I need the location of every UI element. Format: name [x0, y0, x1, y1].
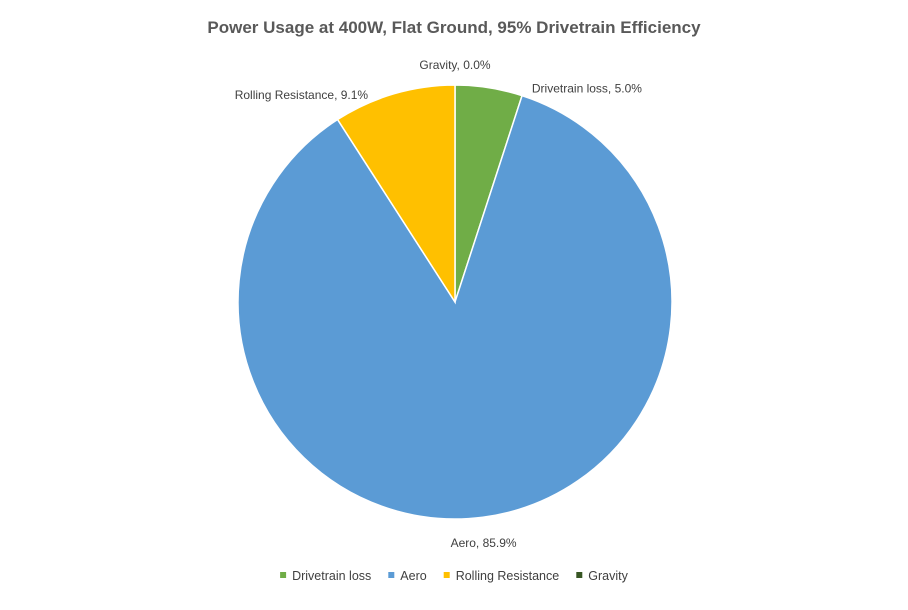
data-label-aero: Aero, 85.9%: [451, 536, 517, 550]
legend-item-drivetrain-loss: Drivetrain loss: [280, 569, 371, 583]
legend-swatch-aero: [388, 572, 395, 578]
legend-label-rolling-resistance: Rolling Resistance: [456, 569, 560, 583]
data-label-drivetrain-loss: Drivetrain loss, 5.0%: [532, 82, 642, 96]
legend-item-aero: Aero: [388, 569, 427, 583]
legend-swatch-drivetrain-loss: [280, 572, 287, 578]
legend: Drivetrain loss Aero Rolling Resistance Gra…: [280, 569, 629, 583]
legend-label-drivetrain-loss: Drivetrain loss: [292, 569, 371, 583]
legend-label-gravity: Gravity: [588, 569, 628, 583]
pie-slice-aero: [237, 94, 673, 520]
data-label-rolling-resistance: Rolling Resistance, 9.1%: [235, 88, 369, 102]
data-labels-layer: Drivetrain loss, 5.0% Aero, 85.9% Rolling …: [235, 58, 643, 550]
data-label-gravity: Gravity, 0.0%: [419, 58, 490, 72]
pie-slice-rolling-resistance: [336, 84, 456, 305]
legend-item-rolling-resistance: Rolling Resistance: [443, 569, 560, 583]
slices-layer: [237, 84, 673, 520]
legend-item-gravity: Gravity: [576, 569, 629, 583]
legend-swatch-rolling-resistance: [443, 572, 450, 578]
legend-swatch-gravity: [576, 572, 583, 578]
chart-title: Power Usage at 400W, Flat Ground, 95% Dr…: [207, 18, 701, 37]
legend-label-aero: Aero: [400, 569, 426, 583]
